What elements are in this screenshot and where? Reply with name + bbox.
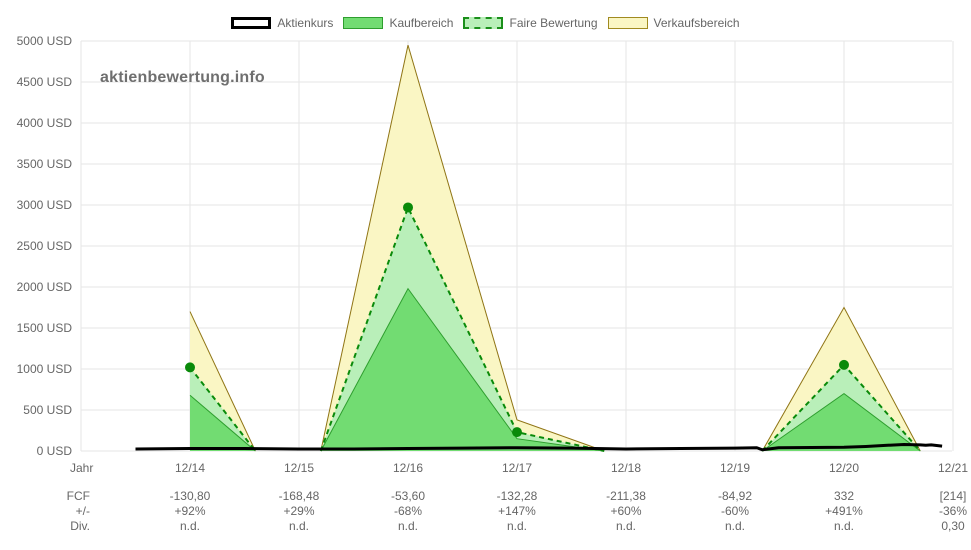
fair-value-point [512, 427, 522, 438]
table-cell: -84,92 [718, 489, 752, 503]
table-cell: -68% [394, 504, 422, 518]
legend-item-sell[interactable]: Verkaufsbereich [607, 16, 740, 30]
y-tick-label: 2000 USD [17, 280, 73, 294]
table-cell: n.d. [180, 519, 200, 533]
x-tick-label: 12/17 [502, 461, 532, 475]
table-cell: -130,80 [170, 489, 211, 503]
table-cell: -60% [721, 504, 749, 518]
x-tick-label: 12/20 [829, 461, 859, 475]
chart-legend: Aktienkurs Kaufbereich Faire Bewertung V… [0, 16, 971, 30]
sell-line [189, 311, 256, 452]
table-cell: 332 [834, 489, 854, 503]
legend-swatch-price [231, 17, 272, 29]
table-cell: +491% [825, 504, 863, 518]
x-tick-label: 12/21 [938, 461, 968, 475]
legend-label-fair: Faire Bewertung [509, 16, 598, 30]
y-tick-label: 4500 USD [17, 75, 73, 89]
table-row-label: +/- [76, 504, 90, 518]
y-tick-label: 5000 USD [17, 34, 73, 48]
table-cell: n.d. [616, 519, 636, 533]
y-tick-label: 1000 USD [17, 362, 73, 376]
legend-label-buy: Kaufbereich [389, 16, 454, 30]
table-cell: -53,60 [391, 489, 425, 503]
fair-value-point [403, 202, 413, 213]
table-row-label: FCF [67, 489, 90, 503]
table-cell: -36% [939, 504, 967, 518]
legend-item-buy[interactable]: Kaufbereich [343, 16, 453, 30]
table-cell: n.d. [507, 519, 527, 533]
x-axis-label: Jahr [70, 461, 93, 475]
buy-line [320, 287, 605, 452]
x-tick-label: 12/16 [393, 461, 423, 475]
x-tick-label: 12/19 [720, 461, 750, 475]
legend-item-fair[interactable]: Faire Bewertung [463, 16, 598, 30]
fair-value-point [839, 359, 849, 370]
y-tick-label: 0 USD [37, 444, 73, 458]
fair-line [319, 204, 605, 452]
legend-swatch-fair [463, 17, 504, 29]
legend-label-sell: Verkaufsbereich [653, 16, 740, 30]
table-cell: n.d. [725, 519, 745, 533]
legend-label-price: Aktienkurs [277, 16, 334, 30]
legend-swatch-sell [607, 17, 648, 29]
table-cell: -132,28 [497, 489, 538, 503]
buy-area [762, 393, 921, 451]
table-cell: n.d. [289, 519, 309, 533]
y-tick-label: 2500 USD [17, 239, 73, 253]
table-cell: n.d. [834, 519, 854, 533]
buy-area [320, 288, 605, 451]
price-line [135, 442, 943, 452]
x-tick-label: 12/14 [175, 461, 205, 475]
y-tick-label: 4000 USD [17, 116, 73, 130]
table-cell: +147% [498, 504, 536, 518]
x-tick-label: 12/18 [611, 461, 641, 475]
table-cell: 0,30 [941, 519, 965, 533]
table-cell: +92% [174, 504, 205, 518]
table-cell: -211,38 [606, 489, 646, 503]
sell-line [761, 306, 921, 452]
y-tick-label: 3000 USD [17, 198, 73, 212]
table-cell: +29% [283, 504, 314, 518]
table-cell: [214] [940, 489, 967, 503]
buy-line [761, 392, 921, 452]
x-tick-label: 12/15 [284, 461, 314, 475]
table-cell: +60% [610, 504, 641, 518]
y-tick-label: 3500 USD [17, 157, 73, 171]
table-row-label: Div. [70, 519, 90, 533]
table-cell: -168,48 [279, 489, 320, 503]
buy-line [189, 394, 256, 452]
legend-item-price[interactable]: Aktienkurs [231, 16, 333, 30]
table-cell: n.d. [398, 519, 418, 533]
y-tick-label: 1500 USD [17, 321, 73, 335]
sell-line [320, 44, 605, 452]
legend-swatch-buy [343, 17, 384, 29]
fair-value-point [185, 362, 195, 373]
watermark-text: aktienbewertung.info [100, 69, 265, 86]
y-tick-label: 500 USD [23, 403, 72, 417]
